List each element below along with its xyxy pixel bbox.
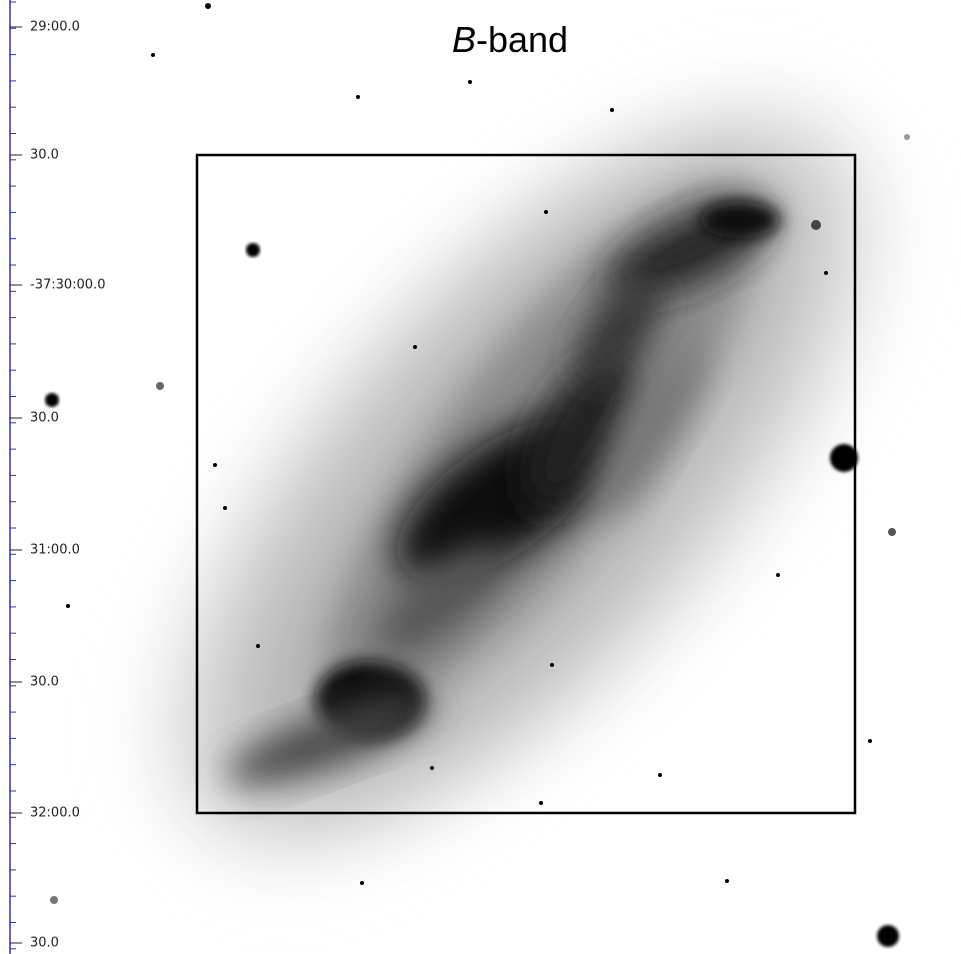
title-text: -band bbox=[476, 19, 568, 60]
sky-image: B-band 29:00.0 30.0 -37:30:00.0 30.0 31:00.0… bbox=[0, 0, 961, 954]
axis-label: 30.0 bbox=[30, 675, 59, 690]
axis-label: 30.0 bbox=[30, 411, 59, 426]
page: {"title": {"italic": "B", "text": "-band… bbox=[0, 0, 961, 954]
title-italic: B bbox=[452, 19, 476, 60]
axis-label: 31:00.0 bbox=[30, 543, 80, 558]
axis-label: 30.0 bbox=[30, 148, 59, 163]
title: B-band bbox=[452, 19, 568, 60]
axis-label: 30.0 bbox=[30, 936, 59, 951]
axis-label: -37:30:00.0 bbox=[30, 278, 105, 293]
axis-label: 29:00.0 bbox=[30, 20, 80, 35]
axis-label: 32:00.0 bbox=[30, 806, 80, 821]
